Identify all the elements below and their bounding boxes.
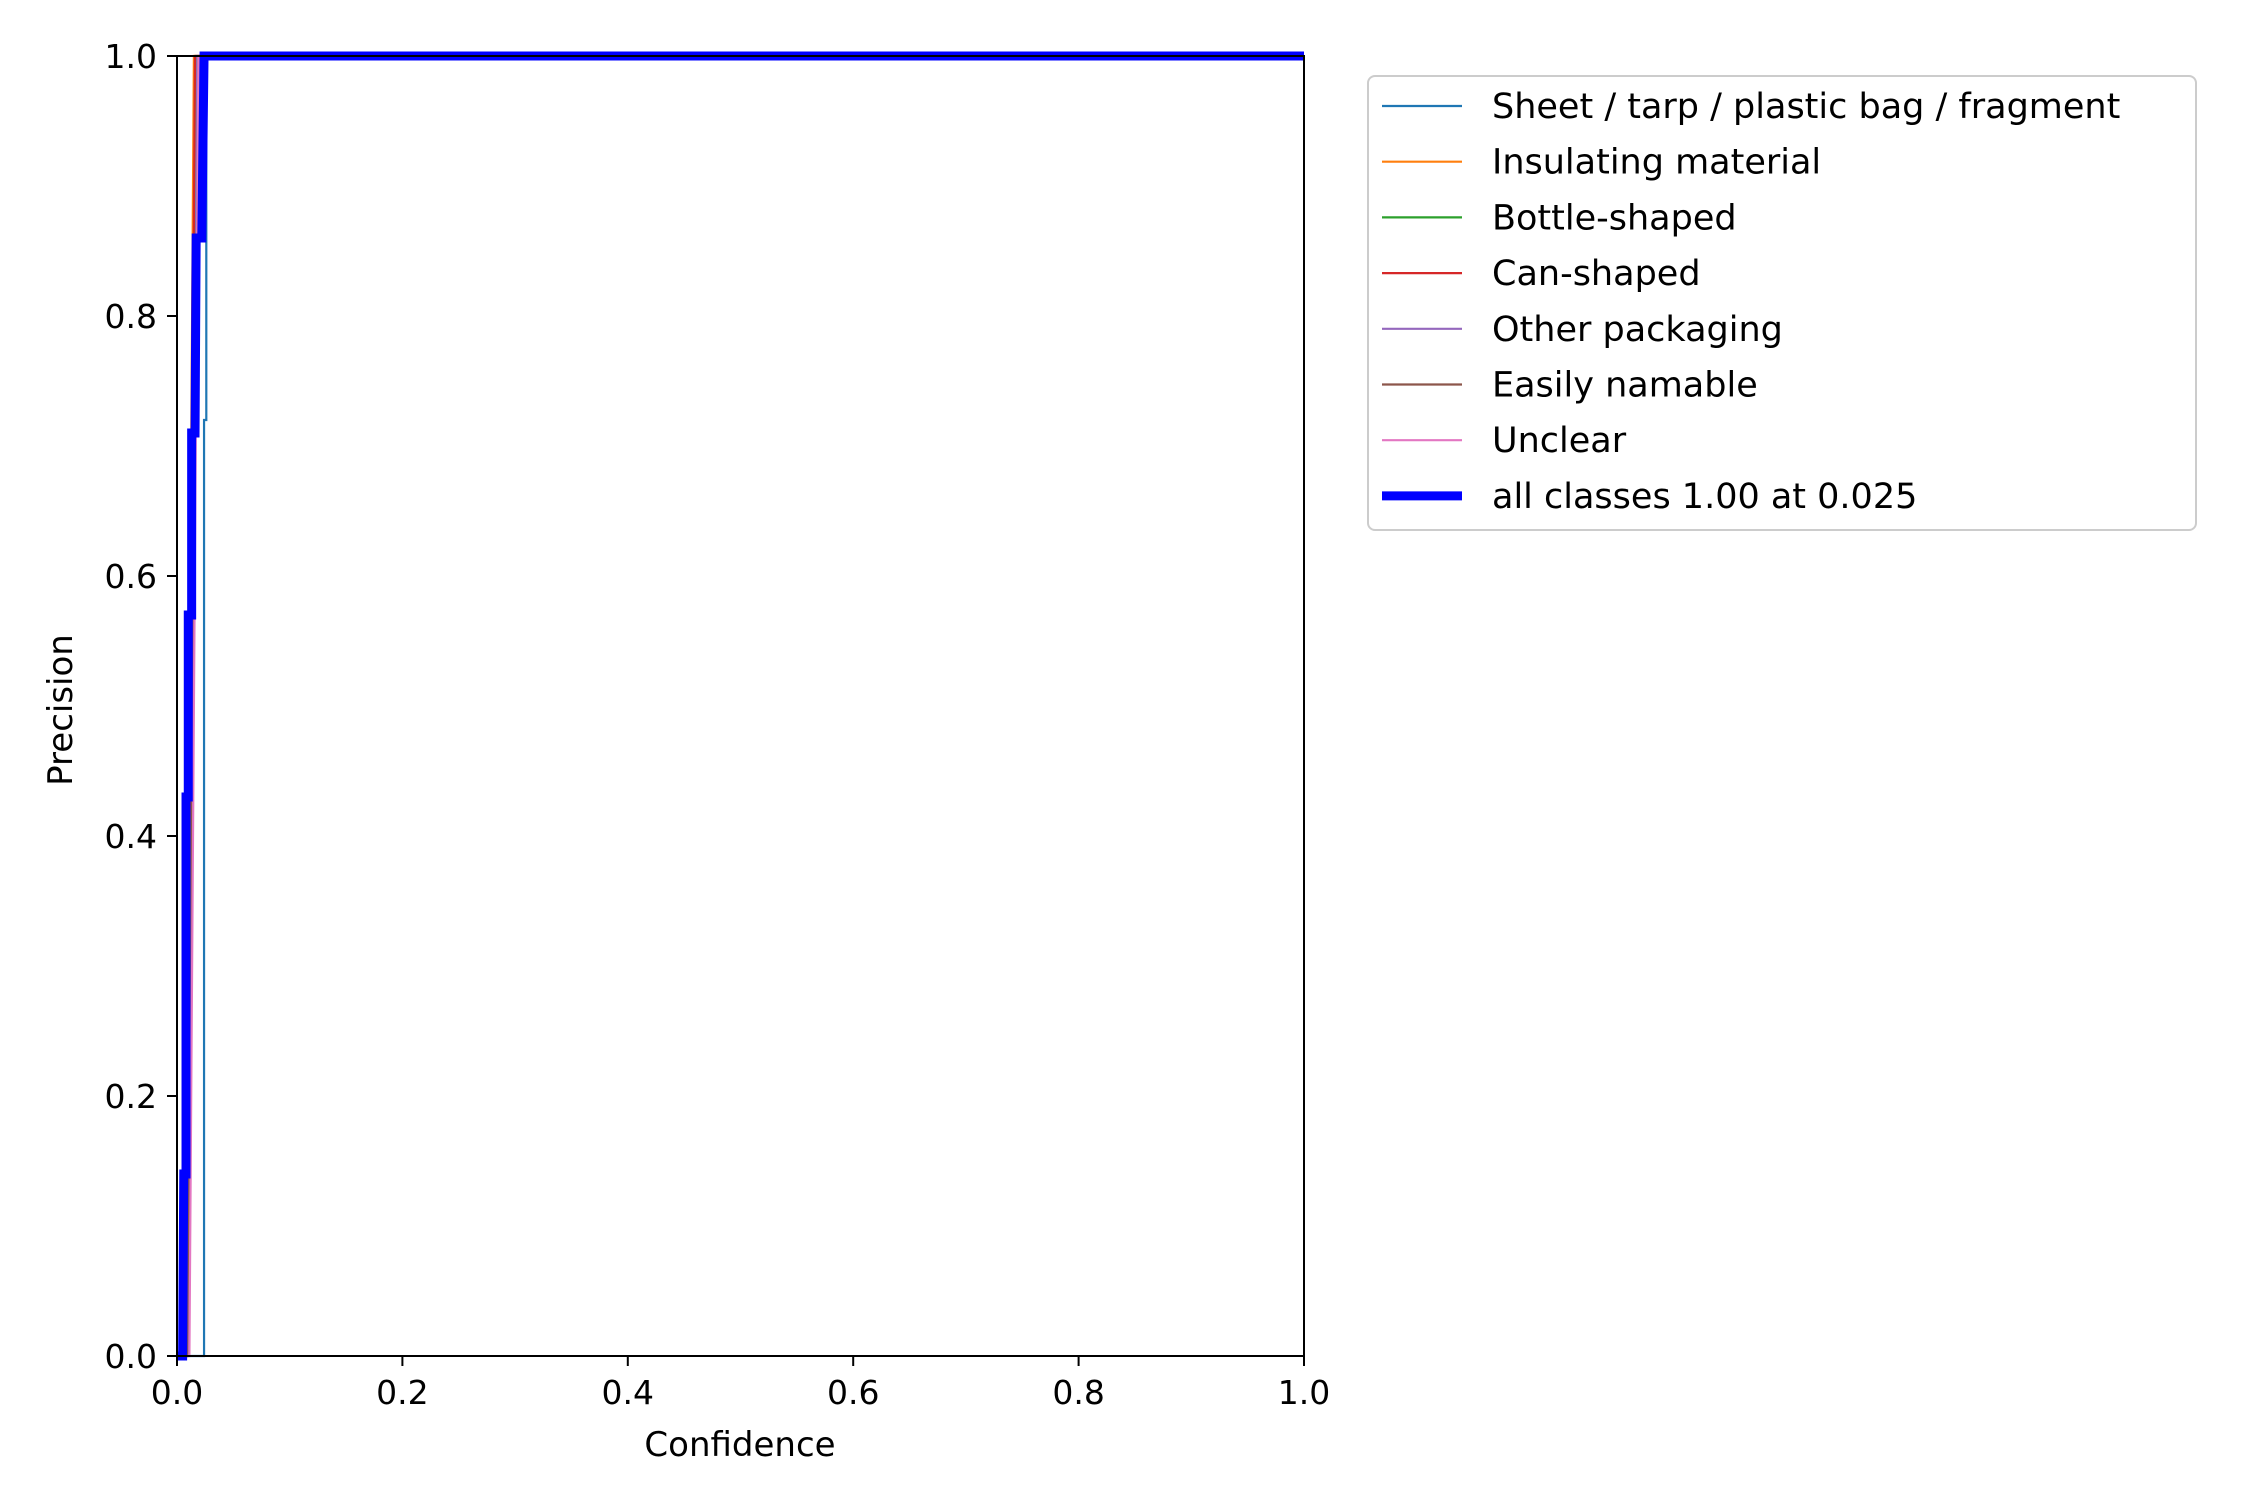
axes: 0.0 0.2 0.4 0.6 0.8 1.0 0.0 0.2 0.4 0.6 0.8 1.0	[105, 37, 1331, 1412]
legend-label-5: Easily namable	[1492, 366, 1758, 406]
x-tick-label: 0.6	[827, 1373, 879, 1412]
x-axis-label: Confidence	[644, 1425, 835, 1465]
legend-label-4: Other packaging	[1492, 310, 1783, 350]
legend-label-0: Sheet / tarp / plastic bag / fragment	[1492, 87, 2120, 127]
x-tick-label: 0.4	[602, 1373, 654, 1412]
y-tick-label: 0.4	[105, 817, 157, 856]
axes-frame	[176, 55, 1305, 1357]
x-tick-label: 0.0	[151, 1373, 203, 1412]
x-tick-label: 0.8	[1052, 1373, 1104, 1412]
legend-label-2: Bottle-shaped	[1492, 198, 1737, 238]
y-tick-label: 0.0	[105, 1337, 157, 1376]
legend-label-1: Insulating material	[1492, 143, 1821, 183]
legend-label-3: Can-shaped	[1492, 254, 1701, 294]
legend: Sheet / tarp / plastic bag / fragment Ins…	[1367, 75, 2197, 531]
y-tick-label: 1.0	[105, 37, 157, 76]
x-tick-label: 1.0	[1278, 1373, 1330, 1412]
y-tick-label: 0.8	[105, 297, 157, 336]
y-tick-label: 0.6	[105, 557, 157, 596]
y-axis-label: Precision	[41, 634, 81, 786]
legend-box	[1367, 75, 2197, 531]
y-tick-label: 0.2	[105, 1077, 157, 1116]
legend-label-6: Unclear	[1492, 421, 1627, 461]
series-line-7	[177, 51, 1304, 1361]
x-tick-label: 0.2	[376, 1373, 428, 1412]
legend-label-7: all classes 1.00 at 0.025	[1492, 477, 1917, 517]
